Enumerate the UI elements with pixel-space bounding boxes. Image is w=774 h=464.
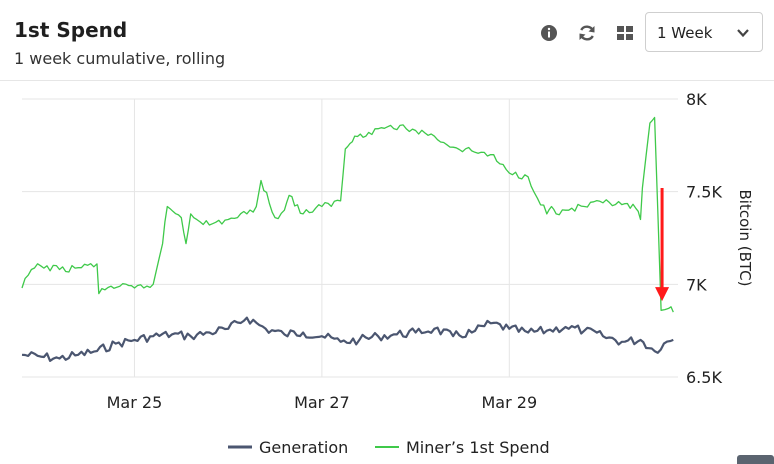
generation-series-line	[21, 316, 674, 362]
spend-series-line	[21, 116, 674, 313]
y-tick-label: 6.5K	[686, 368, 722, 387]
y-tick-label: 7K	[686, 275, 707, 294]
chart-title: 1st Spend	[14, 18, 128, 42]
y-tick-label: 8K	[686, 90, 707, 109]
chevron-down-icon	[737, 29, 749, 38]
y-tick-label: 7.5K	[686, 183, 722, 202]
chart-grid	[22, 98, 678, 378]
chart-legend: Generation Miner’s 1st Spend	[228, 438, 550, 457]
chart-series	[21, 116, 674, 362]
grid-icon[interactable]	[614, 22, 636, 44]
chart-subtitle: 1 week cumulative, rolling	[14, 49, 226, 68]
chart-header: 1st Spend 1 week cumulative, rolling 1 W…	[0, 0, 774, 81]
range-select-value: 1 Week	[657, 24, 713, 42]
x-tick-label: Mar 25	[107, 393, 163, 412]
range-select[interactable]: 1 Week	[645, 12, 763, 52]
x-tick-label: Mar 29	[481, 393, 537, 412]
y-axis-label: Bitcoin (BTC)	[736, 190, 754, 287]
chart-axes: 6.5K 7K 7.5K 8K Mar 25 Mar 27 Mar 29	[107, 90, 723, 412]
annotation-arrow-head	[655, 287, 670, 302]
legend-label: Miner’s 1st Spend	[406, 438, 550, 457]
x-tick-label: Mar 27	[294, 393, 350, 412]
corner-handle[interactable]	[737, 455, 774, 464]
line-chart: 6.5K 7K 7.5K 8K Mar 25 Mar 27 Mar 29 Bitcoin (…	[21, 90, 754, 457]
refresh-icon[interactable]	[576, 22, 598, 44]
info-icon[interactable]	[538, 22, 560, 44]
chart-annotations	[655, 187, 670, 302]
legend-label: Generation	[259, 438, 348, 457]
